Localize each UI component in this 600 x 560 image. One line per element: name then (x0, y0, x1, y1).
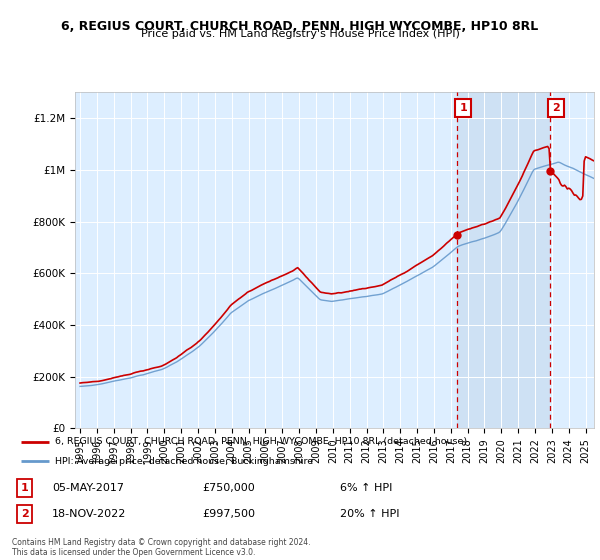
Text: 05-MAY-2017: 05-MAY-2017 (52, 483, 124, 493)
Text: £750,000: £750,000 (202, 483, 255, 493)
Text: 1: 1 (459, 103, 467, 113)
Text: Contains HM Land Registry data © Crown copyright and database right 2024.
This d: Contains HM Land Registry data © Crown c… (12, 538, 311, 557)
Text: 2: 2 (20, 508, 28, 519)
Text: £997,500: £997,500 (202, 508, 255, 519)
Text: 6, REGIUS COURT, CHURCH ROAD, PENN, HIGH WYCOMBE, HP10 8RL (detached house): 6, REGIUS COURT, CHURCH ROAD, PENN, HIGH… (55, 437, 467, 446)
Text: Price paid vs. HM Land Registry's House Price Index (HPI): Price paid vs. HM Land Registry's House … (140, 29, 460, 39)
Text: 1: 1 (20, 483, 28, 493)
Text: 6% ↑ HPI: 6% ↑ HPI (340, 483, 392, 493)
Text: 18-NOV-2022: 18-NOV-2022 (52, 508, 127, 519)
Text: 2: 2 (553, 103, 560, 113)
Text: 20% ↑ HPI: 20% ↑ HPI (340, 508, 400, 519)
Text: 6, REGIUS COURT, CHURCH ROAD, PENN, HIGH WYCOMBE, HP10 8RL: 6, REGIUS COURT, CHURCH ROAD, PENN, HIGH… (61, 20, 539, 32)
Bar (457, 92, 550, 428)
Text: HPI: Average price, detached house, Buckinghamshire: HPI: Average price, detached house, Buck… (55, 457, 313, 466)
